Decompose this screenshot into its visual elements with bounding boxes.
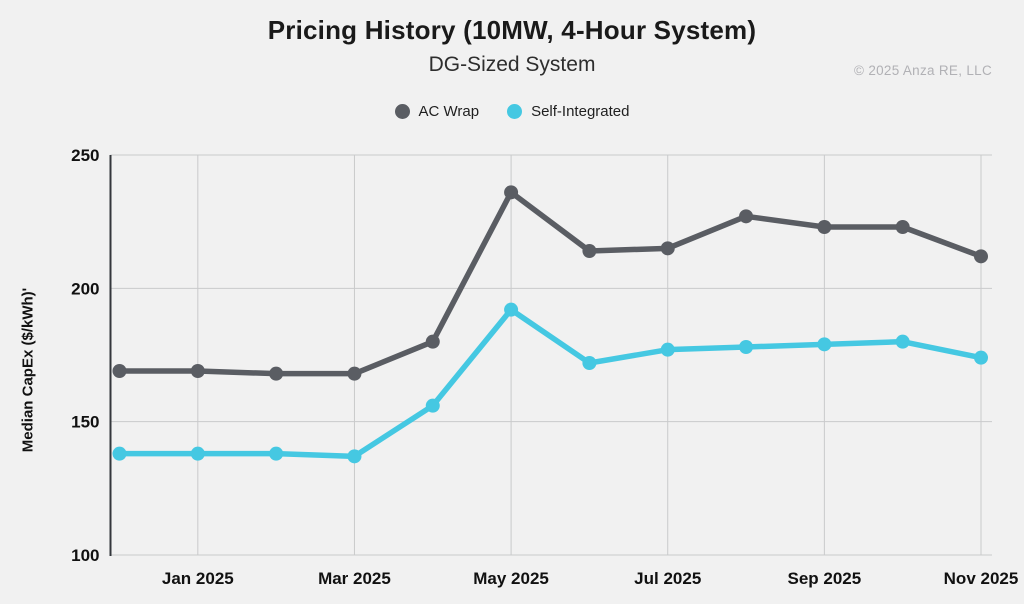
data-point-self-integrated-dec-2024[interactable] [112,446,127,461]
data-point-self-integrated-jan-2025[interactable] [190,446,205,461]
data-point-ac-wrap-may-2025[interactable] [504,185,519,200]
data-point-self-integrated-aug-2025[interactable] [739,340,754,354]
y-tick-label-100: 100 [71,546,99,565]
y-tick-label-250: 250 [71,146,99,165]
legend-dot-icon [507,104,523,119]
legend-item-self-integrated[interactable]: Self-Integrated [507,103,629,120]
x-tick-label-jul-2025: Jul 2025 [634,569,701,588]
page-subtitle: DG-Sized System [428,53,596,76]
x-tick-label-nov-2025: Nov 2025 [944,569,1019,588]
series-line-ac-wrap [116,189,984,377]
legend-dot-icon [394,104,410,119]
legend-label: Self-Integrated [531,103,630,120]
x-tick-label-jan-2025: Jan 2025 [162,569,234,588]
data-point-ac-wrap-nov-2025[interactable] [974,249,988,264]
data-point-self-integrated-nov-2025[interactable] [974,350,988,365]
data-point-ac-wrap-feb-2025[interactable] [269,366,284,381]
data-point-ac-wrap-jan-2025[interactable] [190,364,205,378]
data-point-self-integrated-jun-2025[interactable] [582,356,597,370]
data-point-ac-wrap-dec-2024[interactable] [112,364,127,378]
data-point-self-integrated-mar-2025[interactable] [347,449,362,464]
data-point-self-integrated-sep-2025[interactable] [817,337,832,352]
legend-label: AC Wrap [418,103,480,120]
data-point-ac-wrap-jun-2025[interactable] [582,244,597,258]
copyright-notice: © 2025 Anza RE, LLC [854,63,992,78]
x-tick-label-mar-2025: Mar 2025 [318,569,391,588]
data-point-ac-wrap-sep-2025[interactable] [817,220,832,234]
x-tick-label-sep-2025: Sep 2025 [787,569,861,588]
y-tick-label-200: 200 [71,279,99,298]
data-point-self-integrated-jul-2025[interactable] [660,342,675,357]
data-point-self-integrated-oct-2025[interactable] [895,334,910,349]
data-point-ac-wrap-mar-2025[interactable] [347,366,362,381]
data-point-self-integrated-apr-2025[interactable] [425,398,440,413]
page-title: Pricing History (10MW, 4-Hour System) [267,15,757,45]
legend-item-ac-wrap[interactable]: AC Wrap [394,103,480,120]
data-point-self-integrated-may-2025[interactable] [504,302,519,317]
y-tick-label-150: 150 [71,413,99,432]
data-point-ac-wrap-aug-2025[interactable] [739,209,754,224]
x-tick-label-may-2025: May 2025 [473,569,549,588]
chart-legend: AC Wrap Self-Integrated [0,103,1024,120]
data-point-ac-wrap-jul-2025[interactable] [660,241,675,256]
series-line-self-integrated [116,306,984,460]
data-point-ac-wrap-apr-2025[interactable] [425,334,440,349]
data-point-self-integrated-feb-2025[interactable] [269,446,284,461]
data-point-ac-wrap-oct-2025[interactable] [895,220,910,234]
